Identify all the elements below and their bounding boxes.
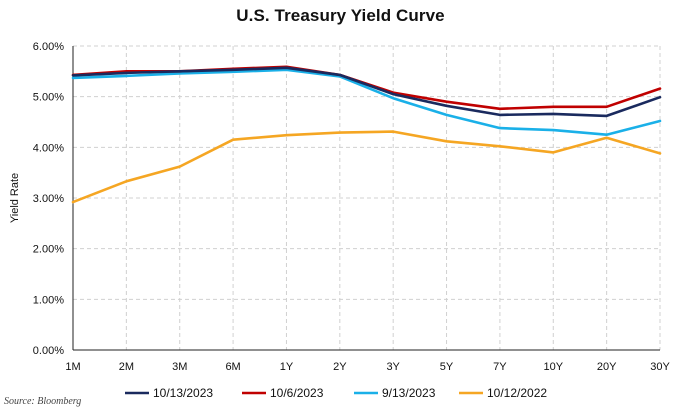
series-line: [71, 68, 662, 136]
y-tick-label: 4.00%: [33, 142, 64, 154]
x-tick-label: 2Y: [333, 361, 347, 373]
legend-label: 10/13/2023: [153, 386, 213, 400]
x-tick-label: 1M: [65, 361, 80, 373]
legend-label: 10/6/2023: [270, 386, 324, 400]
legend-label: 9/13/2023: [382, 386, 436, 400]
legend-label: 10/12/2022: [487, 386, 547, 400]
y-tick-label: 3.00%: [33, 193, 64, 205]
x-tick-label: 3Y: [386, 361, 400, 373]
x-tick-label: 7Y: [493, 361, 507, 373]
x-tick-label: 1Y: [280, 361, 294, 373]
x-tick-label: 20Y: [597, 361, 617, 373]
y-tick-label: 0.00%: [33, 345, 64, 357]
y-axis-label: Yield Rate: [9, 173, 21, 223]
x-tick-label: 3M: [172, 361, 187, 373]
series-line: [71, 66, 662, 118]
x-tick-label: 10Y: [543, 361, 563, 373]
series-line: [71, 130, 662, 204]
x-tick-label: 5Y: [440, 361, 454, 373]
x-tick-label: 6M: [225, 361, 240, 373]
source-note: Source: Bloomberg: [4, 396, 82, 407]
x-tick-label: 30Y: [650, 361, 670, 373]
y-tick-label: 1.00%: [33, 294, 64, 306]
y-tick-label: 5.00%: [33, 92, 64, 104]
x-tick-label: 2M: [119, 361, 134, 373]
chart-title: U.S. Treasury Yield Curve: [236, 6, 445, 25]
y-tick-label: 2.00%: [33, 244, 64, 256]
y-tick-label: 6.00%: [33, 41, 64, 53]
